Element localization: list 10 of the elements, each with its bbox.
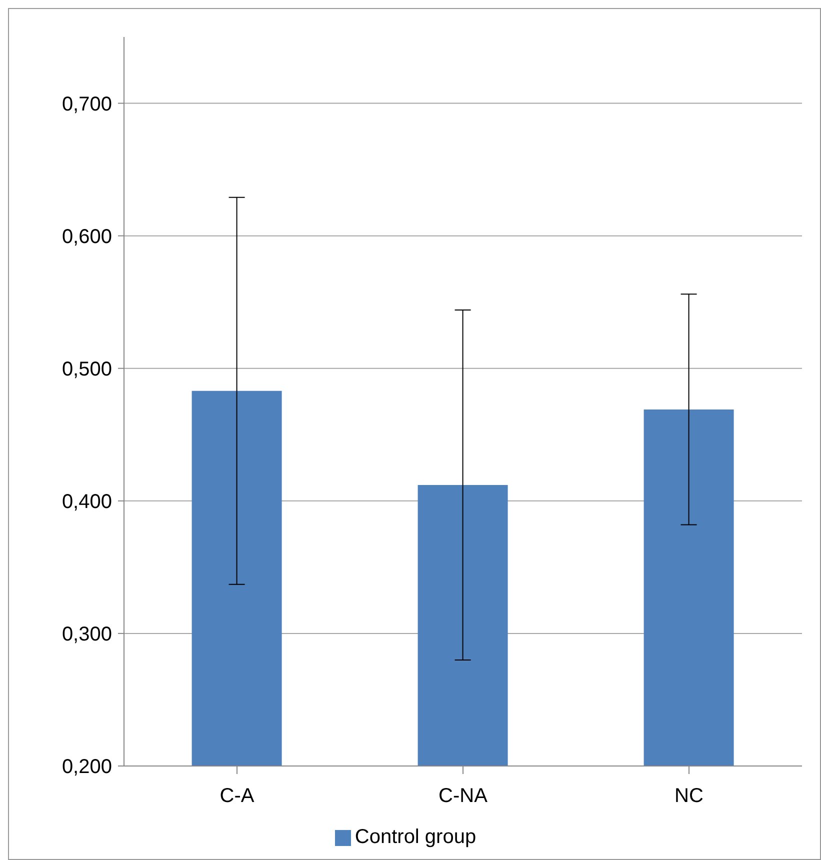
y-tick-label: 0,200 (62, 756, 112, 778)
x-tick-label: NC (674, 785, 704, 808)
x-tick-label: C-NA (438, 785, 488, 808)
x-tick-label: C-A (220, 785, 255, 808)
legend-label: Control group (354, 826, 476, 848)
y-tick-label: 0,300 (62, 624, 112, 646)
y-tick-label: 0,700 (62, 93, 112, 116)
y-tick-label: 0,600 (62, 226, 112, 248)
y-tick-label: 0,400 (62, 491, 112, 514)
y-tick-label: 0,500 (62, 358, 112, 380)
